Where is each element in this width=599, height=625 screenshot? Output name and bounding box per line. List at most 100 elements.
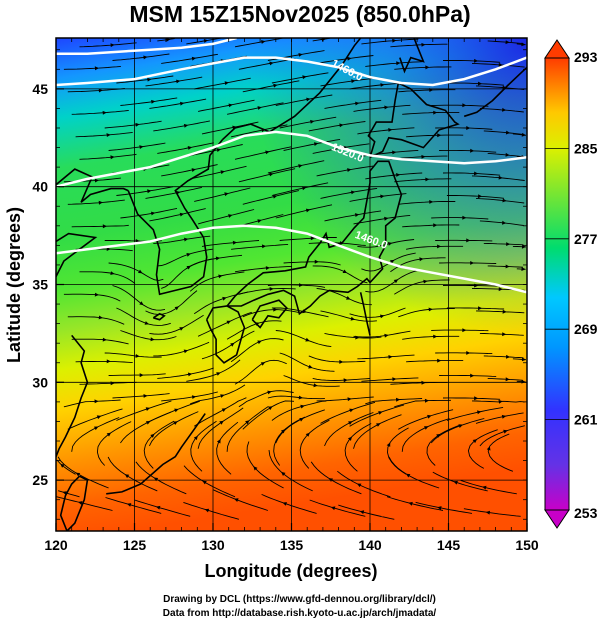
y-tick-label: 35 [32, 277, 48, 293]
streamline [67, 199, 125, 205]
colorbar-bottom-arrow [544, 509, 570, 529]
streamline-arrow [298, 164, 303, 168]
streamline [105, 497, 162, 514]
streamline [246, 441, 284, 489]
streamline [145, 76, 203, 87]
streamline-arrow [94, 292, 99, 297]
streamline-arrow [150, 337, 155, 342]
streamline [108, 142, 166, 151]
streamline [390, 381, 448, 385]
streamline-arrow [384, 333, 389, 338]
streamline-arrow [501, 414, 507, 419]
streamline [63, 293, 121, 302]
streamline [190, 165, 247, 180]
streamline [201, 330, 255, 360]
streamline-arrow [521, 244, 526, 249]
streamline-arrow [478, 306, 483, 311]
coast-jeju [152, 312, 166, 321]
contour-1520 [56, 130, 527, 188]
streamline [439, 374, 497, 377]
streamline-arrow [462, 328, 467, 333]
streamline [308, 242, 366, 246]
streamline-arrow [257, 340, 262, 345]
streamline [157, 142, 214, 154]
streamline-arrow [506, 354, 511, 359]
streamline-arrow [437, 244, 442, 249]
streamline-arrow [96, 415, 102, 420]
streamline [299, 419, 330, 469]
streamline [324, 99, 382, 109]
streamline-arrow [474, 171, 479, 176]
streamline [406, 245, 464, 250]
streamline [190, 420, 217, 472]
streamline [149, 411, 199, 447]
streamline-arrow [472, 439, 478, 444]
streamline [487, 40, 523, 45]
streamline [234, 359, 287, 385]
streamline-arrow [273, 83, 278, 88]
streamline-arrow [102, 337, 107, 342]
streamline-arrow [102, 224, 107, 229]
streamline-arrow [521, 42, 526, 47]
colorbar-tick-label: 261 [574, 412, 598, 428]
streamline [238, 288, 296, 295]
streamline [194, 77, 251, 90]
streamline-arrow [151, 99, 156, 104]
streamline [279, 352, 335, 372]
y-tick-label: 45 [32, 81, 48, 97]
streamline [186, 38, 222, 45]
streamline-arrow [474, 283, 479, 288]
streamline-arrow [245, 420, 250, 425]
streamline [161, 53, 218, 64]
streamline [324, 412, 374, 447]
streamline-arrow [314, 142, 319, 146]
streamline-arrow [436, 433, 441, 438]
streamline [79, 271, 136, 284]
streamline-arrow [474, 396, 479, 401]
streamline-arrow [228, 214, 233, 218]
streamline [365, 61, 423, 67]
streamline [361, 377, 419, 382]
streamline-arrow [216, 439, 221, 444]
streamline [467, 429, 498, 469]
streamline [197, 311, 252, 337]
streamline [446, 195, 505, 199]
streamline-arrow [521, 267, 526, 271]
colorbar-tick-label: 269 [574, 321, 598, 337]
streamline [157, 367, 214, 379]
streamline-arrow [106, 247, 111, 251]
streamline-arrow [216, 148, 221, 152]
streamline-arrow [150, 433, 155, 438]
streamline [112, 393, 170, 399]
streamline-arrow [151, 211, 156, 216]
streamline [116, 307, 171, 326]
x-axis-ticks: 120 125 130 135 140 145 150 [44, 38, 539, 553]
streamline [442, 397, 501, 400]
map-title: MSM 15Z15Nov2025 (850.0hPa) [129, 1, 470, 27]
streamline [283, 375, 340, 387]
streamline-arrow [146, 421, 151, 425]
streamline [112, 53, 170, 61]
streamline-arrow [273, 307, 278, 312]
streamline-arrow [305, 432, 310, 437]
coast-china-south [56, 334, 89, 457]
streamline-arrow [300, 404, 305, 409]
streamline [116, 75, 174, 84]
streamline [357, 354, 415, 360]
streamline-arrow [408, 501, 413, 506]
streamline-arrow [485, 510, 490, 515]
streamline-arrow [388, 128, 393, 132]
streamline-arrow [260, 362, 266, 366]
streamline-arrow [502, 220, 507, 225]
streamline [242, 309, 300, 318]
streamline [386, 496, 444, 511]
streamline [193, 397, 247, 427]
streamline [446, 307, 505, 310]
streamline [312, 377, 370, 381]
streamline-arrow [234, 498, 239, 502]
streamline-arrow [521, 357, 526, 362]
streamline [324, 332, 382, 339]
streamline [446, 82, 505, 86]
streamline-arrow [521, 379, 526, 384]
